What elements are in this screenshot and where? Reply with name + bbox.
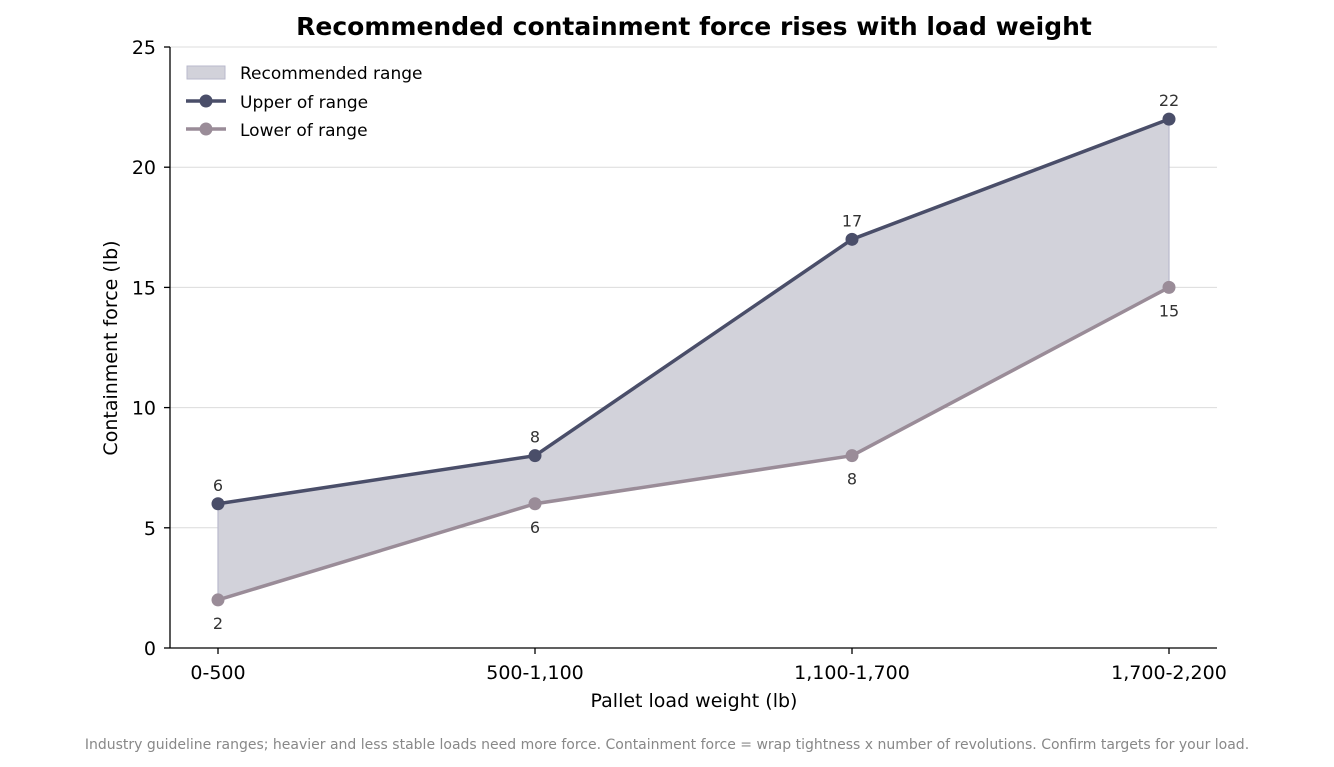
point-lower-0 <box>211 593 225 607</box>
data-label-upper-2: 17 <box>842 211 862 230</box>
y-tick-label-0: 0 <box>144 638 156 660</box>
data-label-upper-1: 8 <box>530 428 540 447</box>
legend: Recommended range Upper of range Lower o… <box>186 64 422 141</box>
legend-marker-lower <box>199 122 213 136</box>
legend-label-band: Recommended range <box>240 64 422 84</box>
y-axis-label: Containment force (lb) <box>100 240 122 455</box>
point-upper-2 <box>845 232 859 246</box>
series-layer <box>211 112 1176 607</box>
x-tick-label-0: 0-500 <box>190 662 245 684</box>
axis-layer <box>169 47 1217 649</box>
x-tick-label-3: 1,700-2,200 <box>1111 662 1227 684</box>
point-lower-1 <box>528 497 542 511</box>
point-upper-3 <box>1162 112 1176 126</box>
point-lower-2 <box>845 449 859 463</box>
y-tick-label-1: 5 <box>144 518 156 540</box>
y-tick-label-3: 15 <box>132 277 156 299</box>
series-line-upper <box>217 117 1170 506</box>
legend-swatch-band <box>186 65 226 80</box>
data-label-lower-2: 8 <box>847 470 857 489</box>
data-label-lower-1: 6 <box>530 518 540 537</box>
tick-layer: 0 5 10 15 20 25 0-500 500-1,100 1,100-1,700 1,700… <box>132 37 1227 684</box>
y-tick-label-4: 20 <box>132 157 156 179</box>
series-line-lower <box>217 285 1170 602</box>
point-upper-1 <box>528 449 542 463</box>
legend-label-upper: Upper of range <box>240 93 368 113</box>
data-label-upper-0: 6 <box>213 476 223 495</box>
data-label-lower-0: 2 <box>213 614 223 633</box>
y-tick-label-5: 25 <box>132 37 156 59</box>
chart-title: Recommended containment force rises with… <box>296 12 1092 41</box>
legend-marker-upper <box>199 94 213 108</box>
data-label-lower-3: 15 <box>1159 301 1179 320</box>
point-upper-0 <box>211 497 225 511</box>
data-label-upper-3: 22 <box>1159 91 1179 110</box>
legend-label-lower: Lower of range <box>240 121 368 141</box>
x-tick-label-2: 1,100-1,700 <box>794 662 910 684</box>
footnote: Industry guideline ranges; heavier and l… <box>85 737 1249 753</box>
point-lower-3 <box>1162 280 1176 294</box>
x-tick-label-1: 500-1,100 <box>486 662 584 684</box>
x-axis-label: Pallet load weight (lb) <box>591 690 798 712</box>
y-tick-label-2: 10 <box>132 398 156 420</box>
